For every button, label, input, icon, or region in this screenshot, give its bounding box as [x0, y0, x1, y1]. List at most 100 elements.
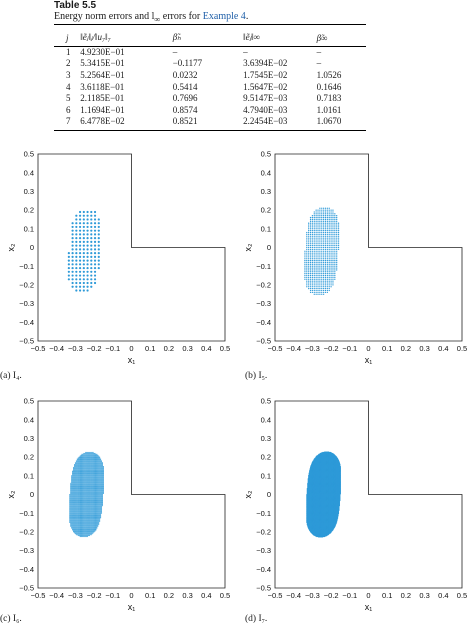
mesh-point [102, 486, 103, 487]
point-cloud [69, 452, 104, 537]
mesh-point [83, 481, 84, 482]
mesh-point [98, 524, 99, 525]
mesh-point [86, 516, 87, 517]
mesh-point [92, 508, 93, 509]
mesh-point [70, 496, 71, 497]
mesh-point [83, 504, 84, 505]
mesh-point [74, 493, 75, 494]
mesh-point [80, 525, 81, 526]
mesh-point [73, 492, 74, 493]
mesh-point [81, 484, 82, 485]
mesh-point [70, 506, 71, 507]
mesh-point [95, 515, 96, 516]
mesh-point [81, 524, 82, 525]
mesh-point [75, 531, 76, 532]
mesh-point [315, 209, 316, 210]
mesh-point [319, 286, 320, 287]
mesh-point [96, 457, 97, 458]
mesh-point [96, 494, 97, 495]
mesh-point [314, 224, 315, 225]
mesh-point [88, 457, 89, 458]
mesh-point [90, 487, 91, 488]
mesh-point [93, 482, 94, 483]
x-tick-label: −0.1 [105, 591, 120, 600]
mesh-point [95, 501, 96, 502]
mesh-point [319, 275, 320, 276]
mesh-point [81, 458, 82, 459]
mesh-point [91, 467, 92, 468]
mesh-point [83, 274, 85, 276]
mesh-point [95, 489, 96, 490]
mesh-point [84, 497, 85, 498]
mesh-point [338, 224, 339, 225]
mesh-point [90, 504, 91, 505]
table-cell: 1.0161 [317, 104, 366, 116]
mesh-point [314, 252, 315, 253]
mesh-point [81, 501, 82, 502]
mesh-point [84, 512, 85, 513]
mesh-point [90, 520, 91, 521]
mesh-point [82, 504, 83, 505]
mesh-point [319, 279, 320, 280]
mesh-point [94, 479, 95, 480]
mesh-point [319, 237, 320, 238]
mesh-point [74, 485, 75, 486]
mesh-point [86, 524, 87, 525]
mesh-point [80, 502, 81, 503]
mesh-point [91, 488, 92, 489]
mesh-point [91, 532, 92, 533]
mesh-point [323, 273, 324, 274]
mesh-point [93, 532, 94, 533]
mesh-point [81, 459, 82, 460]
mesh-point [100, 498, 101, 499]
mesh-point [94, 256, 96, 258]
mesh-point [98, 476, 99, 477]
mesh-point [325, 267, 326, 268]
mesh-point [75, 501, 76, 502]
mesh-point [88, 515, 89, 516]
mesh-point [91, 481, 92, 482]
mesh-point [83, 490, 84, 491]
mesh-point [314, 215, 315, 216]
mesh-point [75, 521, 76, 522]
mesh-point [88, 501, 89, 502]
mesh-point [97, 473, 98, 474]
mesh-point [93, 457, 94, 458]
mesh-point [71, 501, 72, 502]
mesh-point [323, 252, 324, 253]
mesh-point [73, 495, 74, 496]
x-tick-label: −0.4 [49, 344, 64, 353]
mesh-point [100, 466, 101, 467]
mesh-point [75, 488, 76, 489]
mesh-point [314, 273, 315, 274]
mesh-point [100, 500, 101, 501]
mesh-point [80, 459, 81, 460]
mesh-point [87, 493, 88, 494]
mesh-point [88, 511, 89, 512]
mesh-point [315, 228, 316, 229]
mesh-point [99, 497, 100, 498]
mesh-point [317, 249, 318, 250]
mesh-point [81, 526, 82, 527]
mesh-point [78, 528, 79, 529]
example-link[interactable]: Example 4 [203, 11, 246, 22]
mesh-point [72, 494, 73, 495]
mesh-point [98, 458, 99, 459]
mesh-point [93, 492, 94, 493]
mesh-point [76, 514, 77, 515]
mesh-point [102, 481, 103, 482]
mesh-point [84, 517, 85, 518]
mesh-point [312, 224, 313, 225]
mesh-point [81, 518, 82, 519]
mesh-point [81, 455, 82, 456]
mesh-point [103, 483, 104, 484]
mesh-point [96, 500, 97, 501]
mesh-point [81, 495, 82, 496]
mesh-point [315, 286, 316, 287]
x-tick-label: 0 [366, 344, 370, 353]
mesh-point [80, 495, 81, 496]
mesh-point [86, 510, 87, 511]
mesh-point [329, 236, 330, 237]
mesh-point [98, 516, 99, 517]
